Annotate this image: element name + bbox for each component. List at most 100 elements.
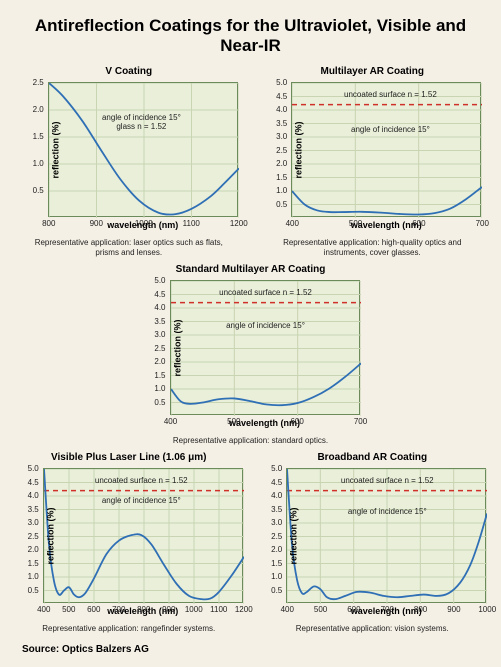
chart-title: Broadband AR Coating	[317, 452, 427, 463]
y-tick: 0.5	[144, 398, 166, 407]
y-tick: 1.0	[260, 572, 282, 581]
y-tick: 2.0	[260, 545, 282, 554]
chart-cell-vis_laser: Visible Plus Laser Line (1.06 μm) uncoate…	[12, 452, 246, 634]
y-tick: 4.0	[17, 491, 39, 500]
y-tick: 5.0	[260, 464, 282, 473]
y-tick: 0.5	[17, 586, 39, 595]
chart-title: V Coating	[105, 66, 152, 77]
x-tick: 600	[340, 605, 368, 614]
chart-annotation: uncoated surface n = 1.52	[196, 288, 336, 298]
y-tick: 3.0	[17, 518, 39, 527]
y-tick: 4.5	[260, 478, 282, 487]
y-tick: 2.0	[265, 159, 287, 168]
x-tick: 500	[307, 605, 335, 614]
x-tick: 1200	[225, 219, 253, 228]
source-credit: Source: Optics Balzers AG	[12, 644, 489, 655]
chart-plot: uncoated surface n = 1.52 angle of incide…	[170, 280, 360, 415]
y-tick: 4.0	[260, 491, 282, 500]
x-tick: 400	[30, 605, 58, 614]
chart-plot: uncoated surface n = 1.52 angle of incide…	[43, 468, 243, 603]
chart-caption: Representative application: rangefinder …	[42, 624, 215, 634]
x-tick: 1000	[180, 605, 208, 614]
y-tick: 3.0	[265, 132, 287, 141]
x-tick: 800	[35, 219, 63, 228]
y-tick: 3.5	[265, 119, 287, 128]
chart-annotation: angle of incidence 15°	[71, 496, 211, 506]
y-tick: 3.5	[144, 317, 166, 326]
chart-annotation: angle of incidence 15°	[71, 113, 211, 123]
chart-annotation: uncoated surface n = 1.52	[320, 90, 460, 100]
y-tick: 1.5	[260, 559, 282, 568]
chart-annotation: angle of incidence 15°	[320, 125, 460, 135]
y-tick: 2.5	[144, 344, 166, 353]
x-tick: 1000	[473, 605, 501, 614]
x-tick: 700	[468, 219, 496, 228]
y-tick: 4.5	[17, 478, 39, 487]
x-tick: 600	[405, 219, 433, 228]
x-tick: 600	[80, 605, 108, 614]
y-axis-label: reflection (%)	[50, 121, 60, 178]
x-tick: 1000	[130, 219, 158, 228]
x-tick: 1100	[205, 605, 233, 614]
y-axis-label: reflection (%)	[172, 319, 182, 376]
chart-cell-broadband: Broadband AR Coating uncoated surface n =…	[256, 452, 490, 634]
y-tick: 3.0	[144, 330, 166, 339]
y-axis-label: reflection (%)	[45, 507, 55, 564]
x-tick: 400	[273, 605, 301, 614]
chart-annotation: uncoated surface n = 1.52	[317, 476, 457, 486]
x-tick: 600	[283, 417, 311, 426]
y-tick: 4.0	[265, 105, 287, 114]
chart-caption: Representative application: standard opt…	[173, 436, 328, 446]
x-tick: 700	[347, 417, 375, 426]
x-tick: 900	[82, 219, 110, 228]
y-tick: 3.5	[260, 505, 282, 514]
chart-annotation: angle of incidence 15°	[196, 321, 336, 331]
chart-annotation: glass n = 1.52	[71, 122, 211, 132]
chart-caption: Representative application: high-quality…	[283, 238, 461, 258]
y-tick: 2.5	[22, 78, 44, 87]
x-tick: 900	[440, 605, 468, 614]
y-tick: 4.5	[265, 92, 287, 101]
x-tick: 1100	[177, 219, 205, 228]
y-tick: 1.0	[144, 384, 166, 393]
y-tick: 1.5	[265, 173, 287, 182]
y-tick: 0.5	[260, 586, 282, 595]
chart-title: Visible Plus Laser Line (1.06 μm)	[51, 452, 206, 463]
chart-cell-v_coating: V Coating angle of incidence 15°glass n =…	[12, 66, 246, 258]
y-tick: 1.0	[17, 572, 39, 581]
chart-annotation: angle of incidence 15°	[317, 507, 457, 517]
y-tick: 1.0	[265, 186, 287, 195]
chart-caption: Representative application: vision syste…	[296, 624, 449, 634]
y-tick: 2.0	[22, 105, 44, 114]
y-tick: 5.0	[265, 78, 287, 87]
y-tick: 1.5	[17, 559, 39, 568]
y-tick: 0.5	[265, 200, 287, 209]
x-tick: 800	[407, 605, 435, 614]
chart-caption: Representative application: laser optics…	[35, 238, 223, 258]
chart-annotation: uncoated surface n = 1.52	[71, 476, 211, 486]
x-tick: 400	[278, 219, 306, 228]
y-tick: 1.5	[144, 371, 166, 380]
y-tick: 0.5	[22, 186, 44, 195]
x-tick: 500	[220, 417, 248, 426]
y-tick: 3.0	[260, 518, 282, 527]
y-tick: 3.5	[17, 505, 39, 514]
x-tick: 800	[130, 605, 158, 614]
y-tick: 2.0	[17, 545, 39, 554]
y-tick: 1.0	[22, 159, 44, 168]
chart-plot: uncoated surface n = 1.52 angle of incide…	[286, 468, 486, 603]
y-axis-label: reflection (%)	[289, 507, 299, 564]
y-tick: 1.5	[22, 132, 44, 141]
x-tick: 500	[342, 219, 370, 228]
x-tick: 900	[155, 605, 183, 614]
chart-grid: V Coatingangle of incidence 15°glass n =…	[12, 66, 489, 634]
y-tick: 5.0	[17, 464, 39, 473]
y-tick: 2.5	[265, 146, 287, 155]
chart-title: Standard Multilayer AR Coating	[176, 264, 326, 275]
x-tick: 1200	[230, 605, 258, 614]
chart-cell-standard_ml: Standard Multilayer AR Coating uncoated s…	[12, 264, 489, 446]
chart-cell-multilayer_ar: Multilayer AR Coatinguncoated surface n …	[256, 66, 490, 258]
page-title: Antireflection Coatings for the Ultravio…	[12, 16, 489, 56]
y-tick: 4.5	[144, 290, 166, 299]
y-tick: 4.0	[144, 303, 166, 312]
